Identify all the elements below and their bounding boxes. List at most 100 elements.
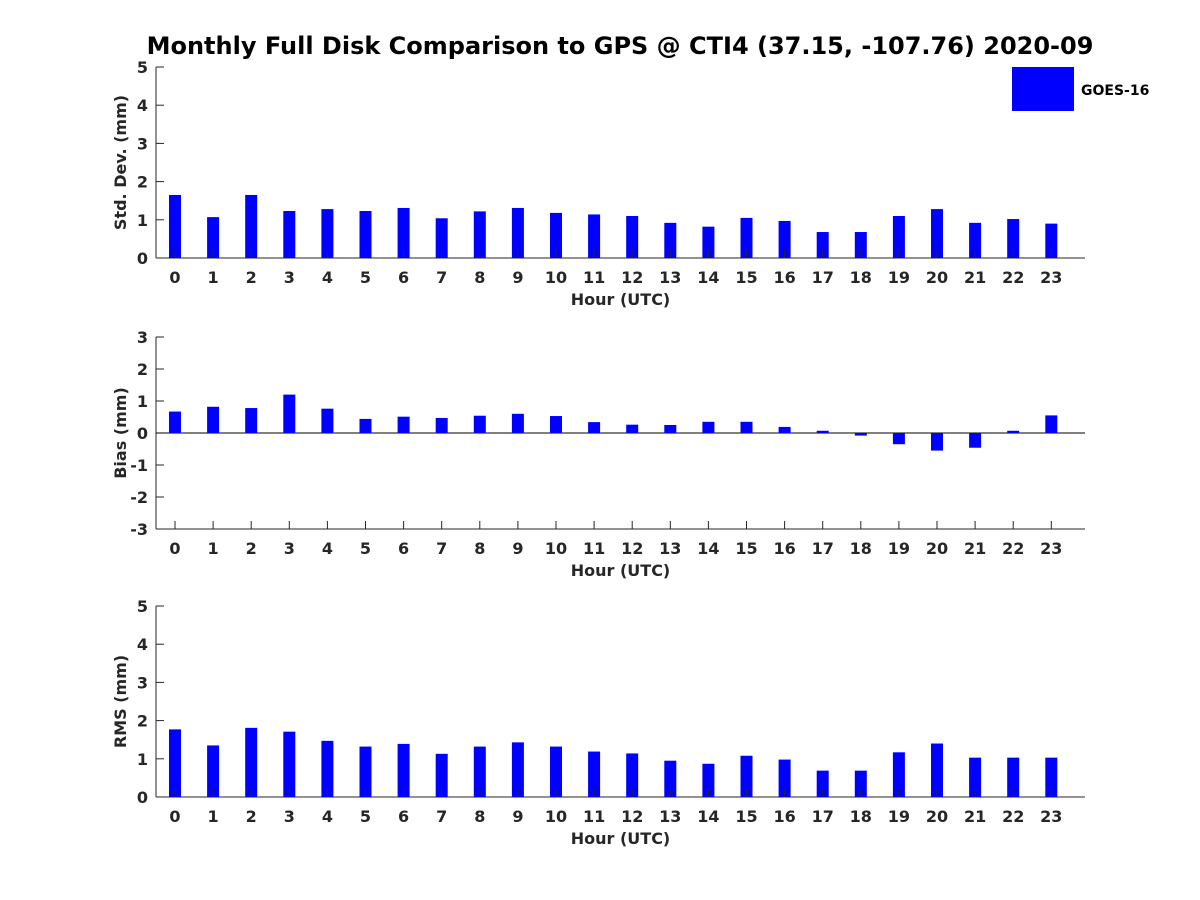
y-tick-label: 3 [137,673,148,692]
bar-std-dev-hour-4 [321,209,334,258]
bar-std-dev-hour-12 [626,215,639,258]
x-tick-label: 15 [735,268,757,287]
x-tick-label: 9 [512,539,523,558]
x-tick-label: 0 [169,268,180,287]
bar-bias-hour-15 [740,421,753,433]
x-tick-label: 14 [697,539,719,558]
bar-rms-hour-6 [397,743,410,797]
bar-rms-hour-20 [931,743,943,797]
y-tick-label: 4 [137,635,148,654]
x-tick-label: 10 [545,268,567,287]
x-tick-label: 18 [850,539,872,558]
bar-rms-hour-18 [854,770,867,797]
bar-std-dev-hour-23 [1045,223,1058,258]
legend: GOES-16 [1012,67,1149,111]
x-tick-label: 0 [169,807,180,826]
bar-std-dev-hour-11 [588,214,601,258]
y-tick-label: 0 [137,788,148,807]
x-tick-label: 12 [621,539,643,558]
bar-rms-hour-15 [740,755,753,797]
bar-std-dev-hour-16 [778,220,791,258]
x-tick-label: 22 [1002,268,1024,287]
y-tick-label: -2 [130,488,148,507]
bar-std-dev-hour-18 [854,232,867,258]
bar-bias-hour-21 [969,433,982,448]
bar-bias-hour-14 [702,421,715,433]
bar-std-dev-hour-19 [892,215,905,258]
x-axis-label: Hour (UTC) [571,561,671,580]
bar-bias-hour-10 [550,416,562,433]
bar-bias-hour-0 [169,411,181,433]
bar-std-dev-hour-15 [740,217,753,258]
y-tick-label: -3 [130,520,148,539]
x-tick-label: 21 [964,539,986,558]
x-tick-label: 4 [322,807,333,826]
y-tick-label: 1 [137,750,148,769]
bar-std-dev-hour-0 [169,194,181,258]
y-tick-label: 4 [137,96,148,115]
x-tick-label: 7 [436,539,447,558]
bar-std-dev-hour-8 [473,211,486,258]
bar-bias-hour-12 [626,424,639,433]
x-axis-label: Hour (UTC) [571,290,671,309]
chart-title: Monthly Full Disk Comparison to GPS @ CT… [147,32,1094,60]
bar-rms-hour-14 [702,763,715,797]
y-tick-label: 5 [137,597,148,616]
x-tick-label: 19 [888,268,910,287]
bar-rms-hour-1 [207,745,220,797]
x-tick-label: 5 [360,807,371,826]
y-tick-label: 2 [137,360,148,379]
bar-bias-hour-19 [892,433,905,445]
x-tick-label: 4 [322,268,333,287]
y-tick-label: 3 [137,328,148,347]
y-axis-label: RMS (mm) [111,655,130,748]
y-axis-label: Std. Dev. (mm) [111,95,130,230]
x-tick-label: 5 [360,539,371,558]
bar-rms-hour-0 [169,729,181,797]
bar-rms-hour-19 [892,752,905,797]
bar-rms-hour-22 [1007,757,1020,797]
x-tick-label: 13 [659,807,681,826]
x-tick-label: 9 [512,807,523,826]
bar-rms-hour-8 [473,746,486,797]
x-tick-label: 8 [474,807,485,826]
bar-std-dev-hour-5 [359,211,372,258]
x-tick-label: 21 [964,268,986,287]
bar-std-dev-hour-20 [931,209,943,258]
x-tick-label: 20 [926,268,948,287]
bar-rms-hour-4 [321,740,334,797]
x-tick-label: 22 [1002,807,1024,826]
bar-bias-hour-17 [816,430,829,433]
bar-bias-hour-8 [473,415,486,433]
x-tick-label: 11 [583,268,605,287]
bar-std-dev-hour-22 [1007,219,1020,258]
x-tick-label: 17 [812,807,834,826]
bar-std-dev-hour-14 [702,226,715,258]
x-tick-label: 8 [474,539,485,558]
x-tick-label: 20 [926,539,948,558]
y-tick-label: 2 [137,712,148,731]
bar-bias-hour-23 [1045,415,1058,433]
bar-bias-hour-22 [1007,430,1020,433]
bar-rms-hour-17 [816,770,829,797]
x-tick-label: 19 [888,539,910,558]
bar-std-dev-hour-9 [511,207,524,258]
bar-rms-hour-9 [511,742,524,797]
y-tick-label: 1 [137,211,148,230]
bar-bias-hour-7 [435,417,448,433]
x-tick-label: 4 [322,539,333,558]
bar-rms-hour-7 [435,753,448,797]
bar-rms-hour-2 [245,727,258,797]
x-tick-label: 6 [398,539,409,558]
x-tick-label: 1 [208,539,219,558]
x-tick-label: 2 [246,268,257,287]
x-tick-label: 6 [398,268,409,287]
x-tick-label: 12 [621,268,643,287]
x-tick-label: 23 [1040,539,1062,558]
y-tick-label: -1 [130,456,148,475]
x-tick-label: 18 [850,268,872,287]
x-tick-label: 9 [512,268,523,287]
x-tick-label: 0 [169,539,180,558]
